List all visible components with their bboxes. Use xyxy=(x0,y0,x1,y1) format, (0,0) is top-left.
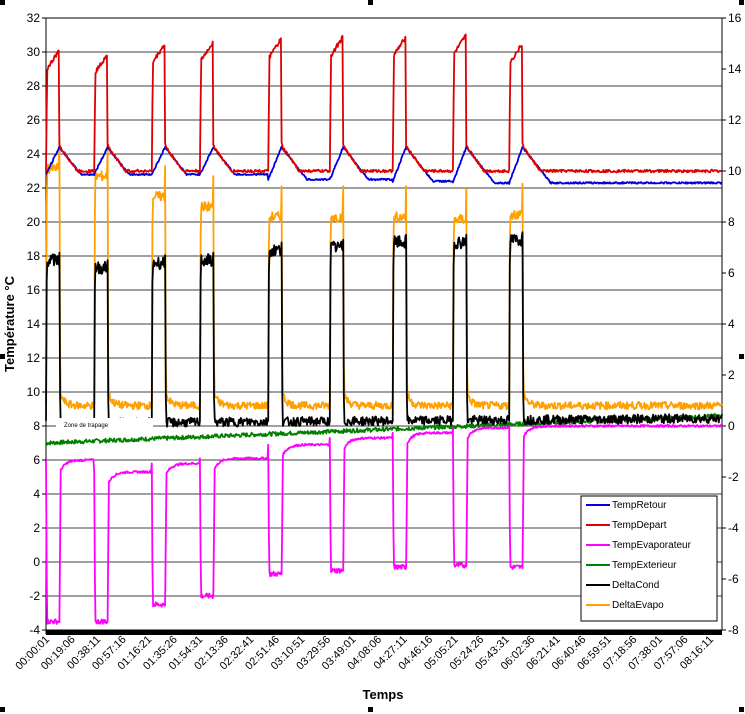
right-tick-label: 12 xyxy=(728,113,742,127)
left-tick-label: 6 xyxy=(33,453,40,467)
legend-label: TempEvaporateur xyxy=(612,540,692,551)
corner-mark xyxy=(739,0,744,5)
series-line-deltacond xyxy=(45,231,723,429)
left-tick-label: -4 xyxy=(29,623,40,637)
series-line-tempevaporateur xyxy=(45,424,723,625)
x-axis-title: Temps xyxy=(363,687,404,702)
legend-label: TempDepart xyxy=(612,520,667,531)
left-tick-label: 28 xyxy=(27,79,41,93)
right-tick-label: -8 xyxy=(728,623,739,637)
annotation-box xyxy=(56,418,153,431)
annotation-zone-trapage: Zone de trapage xyxy=(64,423,109,429)
left-tick-label: 20 xyxy=(27,215,41,229)
left-tick-label: 30 xyxy=(27,45,41,59)
right-tick-label: -6 xyxy=(728,572,739,586)
left-tick-label: 32 xyxy=(27,11,41,25)
legend-label: DeltaEvapo xyxy=(612,600,664,611)
x-axis-ticks: 00:00:0100:19:0600:38:1100:57:1601:16:21… xyxy=(13,630,722,672)
right-tick-label: 4 xyxy=(728,317,735,331)
right-tick-label: 8 xyxy=(728,215,735,229)
left-tick-label: 14 xyxy=(27,317,41,331)
left-tick-label: 2 xyxy=(33,521,40,535)
legend-label: DeltaCond xyxy=(612,580,659,591)
corner-mark xyxy=(0,707,5,712)
legend-label: TempRetour xyxy=(612,500,667,511)
legend: TempRetour TempDepart TempEvaporateur TempE… xyxy=(580,495,718,622)
left-tick-label: 0 xyxy=(33,555,40,569)
corner-mark xyxy=(0,354,5,359)
left-tick-label: 12 xyxy=(27,351,41,365)
series-line-tempdepart xyxy=(45,33,723,174)
y-axis-title: Température °C xyxy=(2,275,17,372)
right-tick-label: 10 xyxy=(728,164,742,178)
left-tick-label: 8 xyxy=(33,419,40,433)
corner-mark xyxy=(739,707,744,712)
left-tick-label: 10 xyxy=(27,385,41,399)
left-tick-label: 26 xyxy=(27,113,41,127)
series-line-deltaevapo xyxy=(45,136,723,411)
right-tick-label: -4 xyxy=(728,521,739,535)
left-tick-label: 24 xyxy=(27,147,41,161)
left-tick-label: -2 xyxy=(29,589,40,603)
right-tick-label: 0 xyxy=(728,419,735,433)
x-axis-bar xyxy=(46,630,722,635)
left-tick-label: 16 xyxy=(27,283,41,297)
corner-mark xyxy=(0,0,5,5)
right-axis-ticks: -8 -6 -4 -2 0 2 4 6 8 10 12 14 16 xyxy=(722,11,742,637)
left-tick-label: 18 xyxy=(27,249,41,263)
series-layer xyxy=(45,33,723,625)
left-tick-label: 22 xyxy=(27,181,41,195)
legend-label: TempExterieur xyxy=(612,560,677,571)
series-line-tempretour xyxy=(45,145,723,185)
right-tick-label: -2 xyxy=(728,470,739,484)
right-tick-label: 2 xyxy=(728,368,735,382)
right-tick-label: 14 xyxy=(728,62,742,76)
corner-mark xyxy=(739,354,744,359)
right-tick-label: 16 xyxy=(728,11,742,25)
corner-mark xyxy=(368,707,373,712)
legend-box xyxy=(580,495,718,622)
corner-mark xyxy=(368,0,373,5)
left-tick-label: 4 xyxy=(33,487,40,501)
right-tick-label: 6 xyxy=(728,266,735,280)
